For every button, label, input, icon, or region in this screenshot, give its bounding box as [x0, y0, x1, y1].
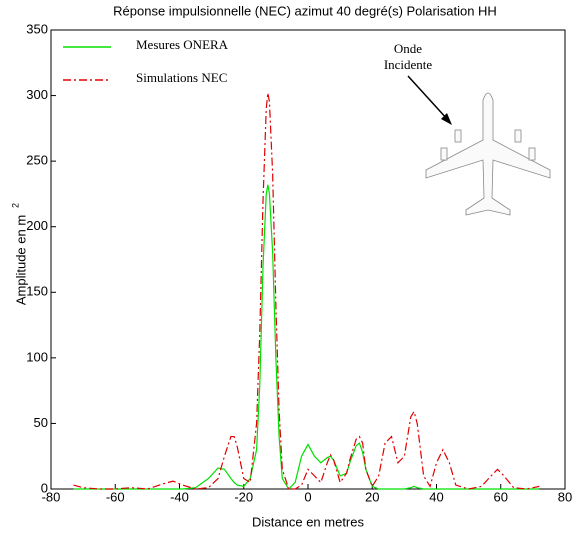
- arrow: [407, 75, 452, 125]
- x-tick-label: 80: [558, 489, 572, 504]
- y-axis-label-group: Amplitude en m 2: [10, 203, 28, 305]
- data-line: [73, 92, 540, 490]
- x-tick-label: 60: [494, 489, 508, 504]
- x-tick-label: 20: [365, 489, 379, 504]
- x-tick-label: 0: [304, 489, 311, 504]
- y-tick-label: 0: [41, 480, 48, 495]
- y-tick-label: 250: [26, 153, 48, 168]
- x-axis-label: Distance en metres: [252, 514, 364, 529]
- y-tick-label: 200: [26, 218, 48, 233]
- legend-label: Simulations NEC: [136, 70, 227, 85]
- legend-label: Mesures ONERA: [136, 37, 229, 52]
- data-line: [73, 184, 540, 490]
- x-tick-label: -60: [106, 489, 125, 504]
- y-tick-label: 100: [26, 349, 48, 364]
- y-tick-label: 300: [26, 87, 48, 102]
- annotation: Onde: [394, 41, 422, 56]
- annotation: Incidente: [384, 57, 433, 72]
- x-tick-label: -80: [42, 489, 61, 504]
- x-tick-label: -40: [170, 489, 189, 504]
- y-tick-label: 150: [26, 284, 48, 299]
- y-axis-label: Amplitude en m: [13, 215, 28, 305]
- chart-title: Réponse impulsionnelle (NEC) azimut 40 d…: [113, 3, 497, 18]
- airplane-illustration: [425, 92, 551, 216]
- y-tick-label: 50: [34, 415, 48, 430]
- x-tick-label: -20: [234, 489, 253, 504]
- x-tick-label: 40: [429, 489, 443, 504]
- y-tick-label: 350: [26, 21, 48, 36]
- y-axis-label-sup: 2: [10, 203, 20, 208]
